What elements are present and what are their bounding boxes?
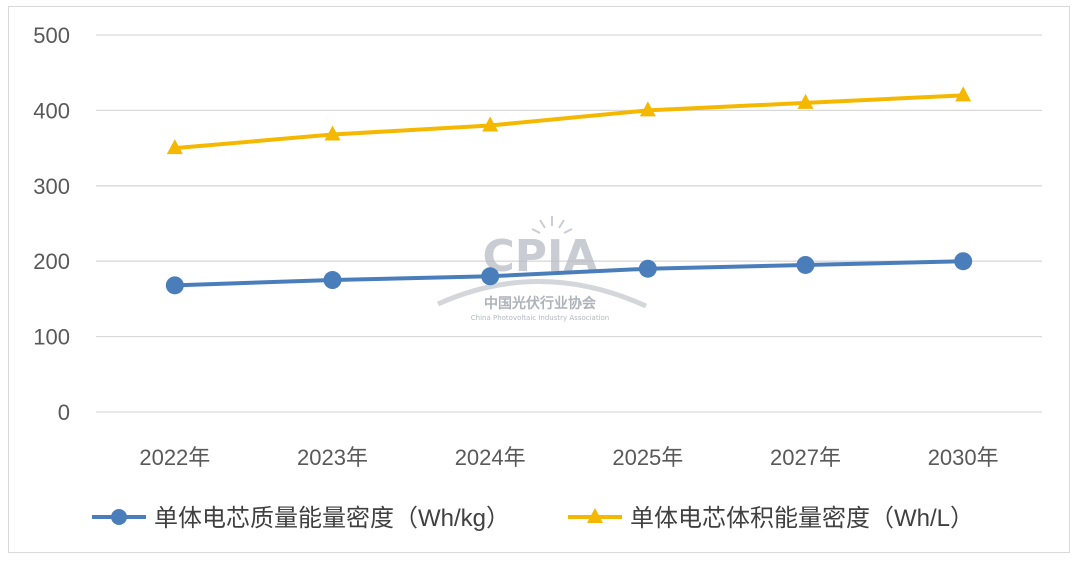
- y-tick-label: 400: [33, 98, 70, 123]
- series-1-point: [482, 116, 499, 132]
- y-tick-label: 100: [33, 325, 70, 350]
- series-0-point: [481, 267, 500, 286]
- series-0: [165, 252, 973, 295]
- x-tick-label: 2025年: [612, 445, 683, 470]
- series-0-line: [172, 259, 966, 288]
- y-tick-label: 200: [33, 249, 70, 274]
- series-1-point: [324, 125, 341, 141]
- x-axis-ticks: 2022年 2023年 2024年 2025年 2027年 2030年: [139, 445, 998, 470]
- series-1-point: [166, 139, 183, 155]
- legend-marker-1: [587, 508, 603, 523]
- series-0-point: [638, 259, 657, 278]
- series-0-point: [796, 255, 815, 274]
- watermark-name-en: China Photovoltaic Industry Association: [471, 314, 610, 322]
- gridlines: [96, 34, 1042, 413]
- legend: 单体电芯质量能量密度（Wh/kg） 单体电芯体积能量密度（Wh/L）: [92, 505, 974, 532]
- series-1-point: [639, 101, 656, 117]
- series-1-point: [797, 93, 814, 109]
- x-tick-label: 2022年: [139, 445, 210, 470]
- y-tick-label: 300: [33, 174, 70, 199]
- legend-label-1: 单体电芯体积能量密度（Wh/L）: [630, 505, 974, 532]
- x-tick-label: 2030年: [928, 445, 999, 470]
- x-tick-label: 2027年: [770, 445, 841, 470]
- x-tick-label: 2024年: [455, 445, 526, 470]
- y-axis-ticks: 500 400 300 200 100 0: [33, 23, 70, 425]
- series-1-point: [955, 86, 972, 102]
- sun-icon: [531, 216, 573, 234]
- series-0-point: [323, 271, 342, 290]
- legend-marker-0: [111, 509, 127, 525]
- series-0-point: [954, 252, 973, 271]
- y-tick-label: 500: [33, 23, 70, 48]
- series-layer: [165, 86, 973, 295]
- watermark-swoosh: [436, 279, 648, 309]
- series-1-line: [172, 93, 966, 151]
- legend-label-0: 单体电芯质量能量密度（Wh/kg）: [154, 505, 510, 532]
- y-tick-label: 0: [58, 400, 70, 425]
- watermark-name-cn: 中国光伏行业协会: [484, 295, 597, 312]
- series-0-point: [165, 276, 184, 295]
- x-tick-label: 2023年: [297, 445, 368, 470]
- series-1: [166, 86, 972, 155]
